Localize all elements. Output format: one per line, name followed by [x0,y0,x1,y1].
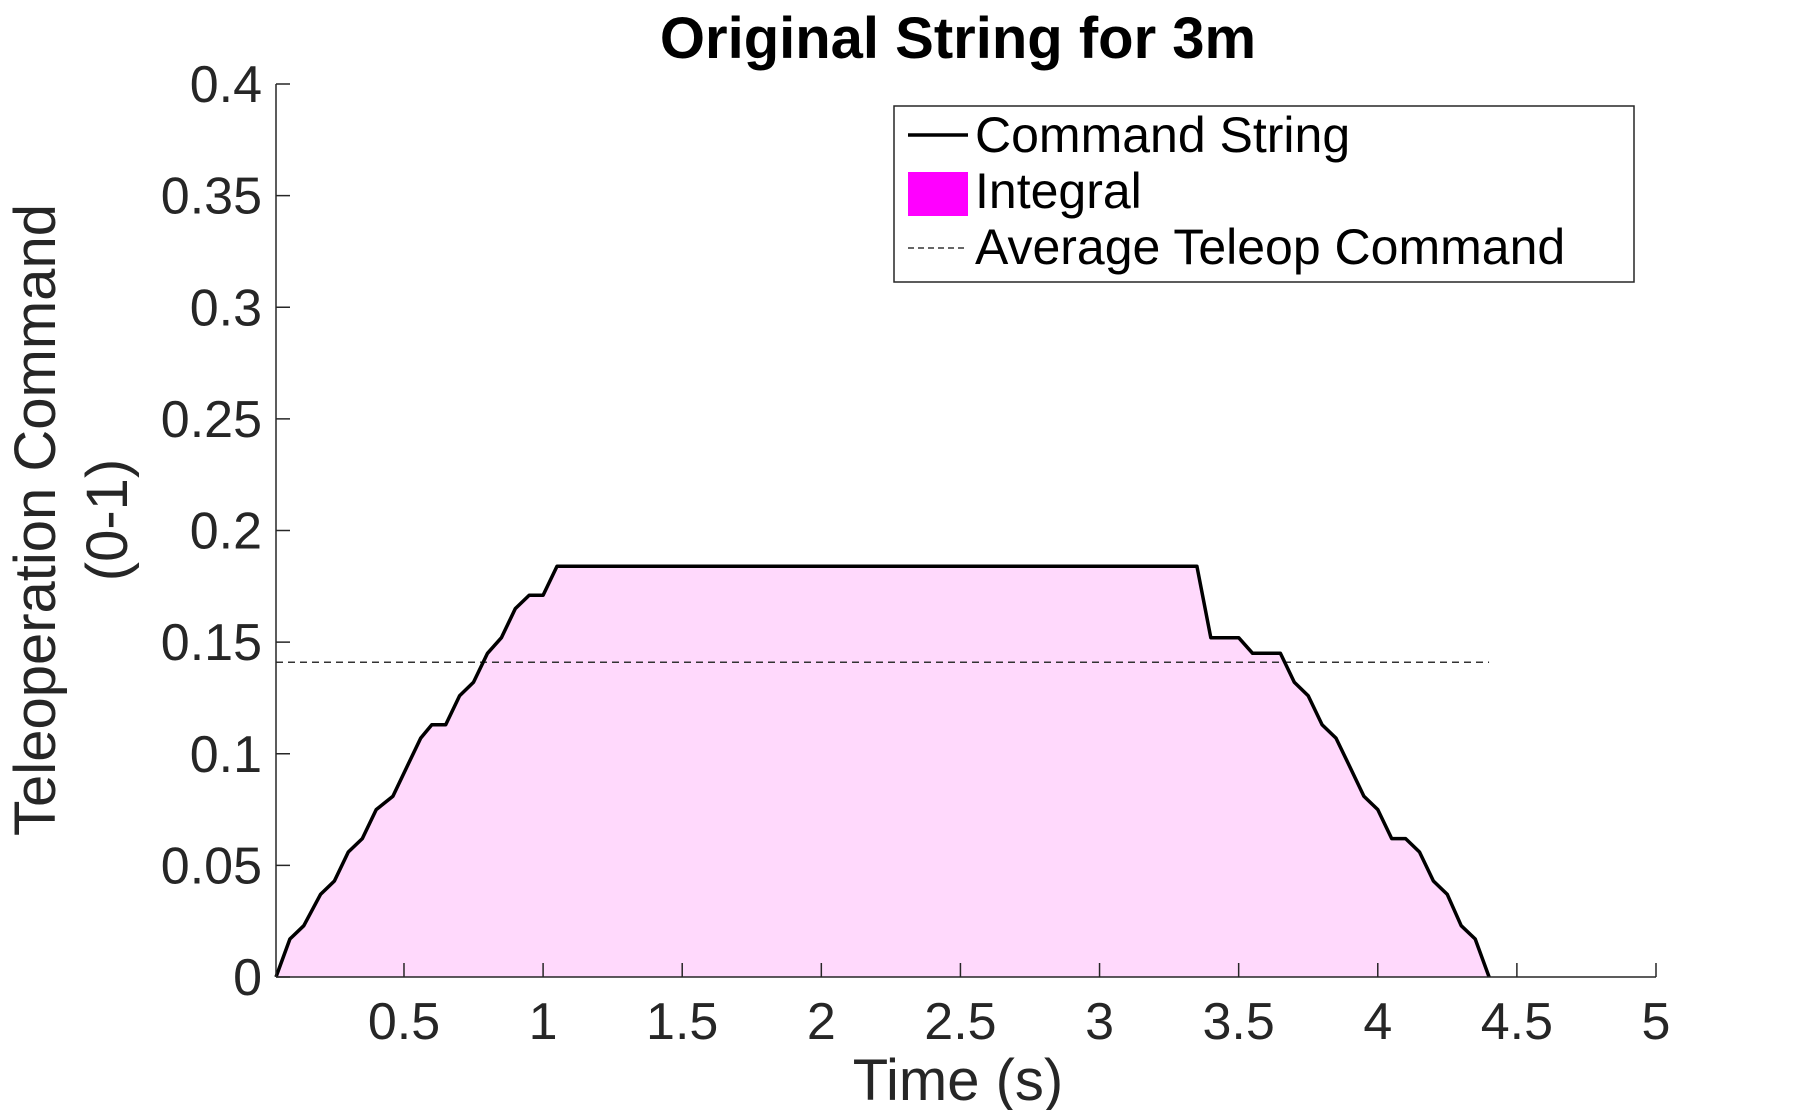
y-tick-label: 0 [233,949,262,1007]
x-tick-label: 4 [1363,993,1392,1051]
legend-label-integral: Integral [975,163,1142,219]
command-string-line [274,564,1491,978]
y-axis-title: Teleoperation Command (0-1) [3,204,140,836]
x-tick-label: 0.5 [368,993,440,1051]
legend: Command String Integral Average Teleop C… [893,105,1635,283]
y-tick-label: 0.35 [161,168,262,226]
y-tick-label: 0.3 [190,279,262,337]
x-tick-label: 1.5 [646,993,718,1051]
legend-label-command-string: Command String [975,107,1350,163]
y-tick-label: 0.4 [190,56,262,114]
y-tick-label: 0.1 [190,726,262,784]
y-tick-label: 0.2 [190,503,262,561]
x-tick-label: 4.5 [1481,993,1553,1051]
y-tick-label: 0.05 [161,837,262,895]
x-tick-label: 2 [807,993,836,1051]
integral-area [276,566,1490,977]
chart-title: Original String for 3m [660,6,1256,71]
x-axis-title: Time (s) [853,1048,1063,1110]
y-tick-label: 0.25 [161,391,262,449]
x-tick-label: 3.5 [1203,993,1275,1051]
legend-label-average-teleop-command: Average Teleop Command [975,219,1565,275]
x-tick-label: 5 [1642,993,1671,1051]
y-axis-title-line-1: Teleoperation Command [3,204,68,836]
x-tick-label: 1 [529,993,558,1051]
y-tick-label: 0.15 [161,614,262,672]
axes: 0 0.05 0.1 0.15 0.2 0.25 0.3 0.35 0.4 0.5 1 1.5 2 2.5… [161,56,1671,1051]
x-tick-label: 3 [1085,993,1114,1051]
x-tick-label: 2.5 [924,993,996,1051]
plot-area [274,564,1491,978]
legend-box [893,105,1635,283]
legend-swatch-integral [908,172,968,216]
y-axis-title-line-2: (0-1) [75,459,140,581]
